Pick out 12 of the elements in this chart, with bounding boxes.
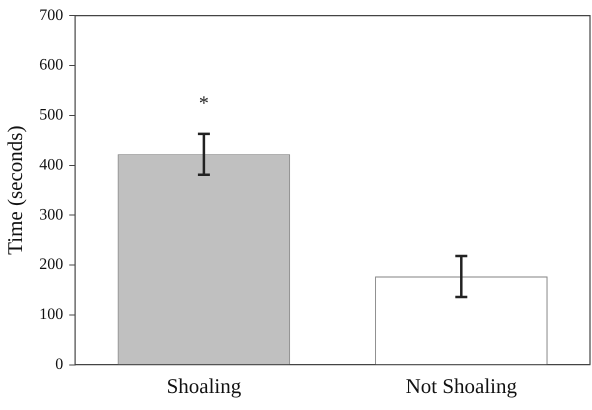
y-axis-title: Time (seconds): [3, 126, 28, 255]
x-tick-label: Shoaling: [166, 374, 242, 398]
y-tick-label: 0: [55, 356, 64, 374]
y-tick-label: 500: [39, 106, 64, 124]
y-tick-label: 400: [39, 156, 64, 174]
y-tick-label: 700: [39, 6, 64, 24]
y-tick-label: 100: [39, 306, 64, 324]
annotation: *: [198, 92, 209, 115]
y-tick-label: 300: [39, 206, 64, 224]
y-tick-label: 200: [39, 256, 64, 274]
x-tick-label: Not Shoaling: [406, 374, 518, 398]
y-tick-label: 600: [39, 56, 64, 74]
